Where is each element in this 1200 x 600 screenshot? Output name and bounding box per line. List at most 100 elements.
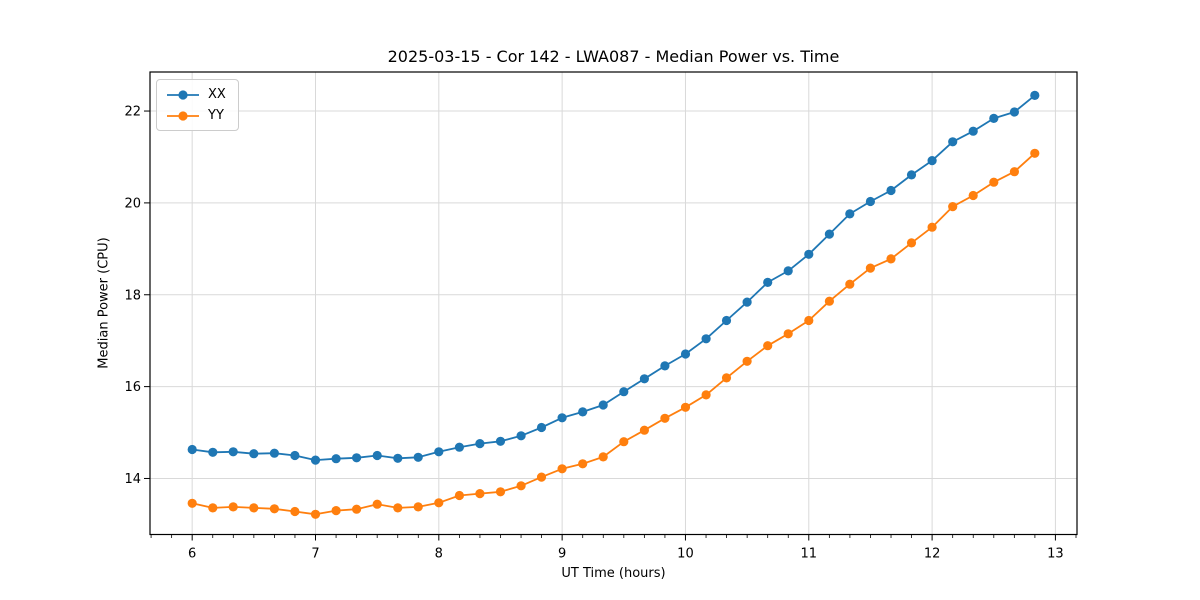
- data-point-yy: [968, 190, 978, 201]
- data-point-xx: [557, 413, 567, 423]
- data-point-yy: [310, 509, 321, 519]
- data-point-yy: [578, 459, 588, 469]
- data-point-xx: [1030, 90, 1040, 100]
- data-point-xx: [619, 387, 629, 397]
- series-line-xx: [192, 94, 1036, 462]
- data-point-xx: [249, 449, 259, 459]
- legend-item-yy: YY: [166, 108, 226, 123]
- y-axis-label: Median Power (CPU): [96, 237, 112, 369]
- data-point-yy: [352, 504, 362, 514]
- data-point-yy: [454, 490, 464, 501]
- data-point-xx: [701, 334, 711, 344]
- data-point-xx: [783, 266, 793, 276]
- x-axis-label: UT Time (hours): [561, 566, 666, 581]
- data-point-xx: [372, 450, 382, 461]
- data-point-xx: [721, 315, 732, 326]
- data-point-xx: [475, 439, 485, 449]
- data-point-xx: [290, 450, 300, 461]
- data-point-yy: [948, 202, 958, 212]
- data-point-xx: [516, 431, 526, 441]
- data-point-yy: [228, 502, 238, 512]
- data-point-yy: [619, 437, 629, 447]
- legend: XX YY: [156, 79, 239, 131]
- legend-marker-xx-icon: [167, 89, 199, 100]
- data-point-yy: [824, 296, 835, 306]
- legend-marker-yy-icon: [167, 110, 199, 121]
- data-point-xx: [187, 444, 197, 455]
- data-point-yy: [742, 356, 752, 366]
- data-point-xx: [228, 447, 238, 457]
- x-tick-label: 13: [1047, 547, 1064, 562]
- data-point-xx: [434, 447, 444, 457]
- data-point-xx: [331, 454, 341, 464]
- data-point-xx: [865, 196, 876, 207]
- x-tick-label: 8: [435, 547, 443, 562]
- data-point-yy: [434, 498, 444, 508]
- x-tick-label: 11: [801, 547, 818, 562]
- data-point-yy: [249, 503, 259, 513]
- data-point-yy: [886, 254, 896, 264]
- data-point-yy: [639, 425, 650, 435]
- data-point-yy: [495, 487, 506, 497]
- data-point-xx: [208, 447, 218, 457]
- data-point-yy: [927, 222, 937, 232]
- axes-spines: [149, 71, 1078, 536]
- data-point-xx: [660, 361, 670, 371]
- y-tick-label: 14: [124, 472, 141, 487]
- data-point-xx: [680, 349, 691, 359]
- chart-title: 2025-03-15 - Cor 142 - LWA087 - Median P…: [387, 47, 840, 66]
- data-point-xx: [1009, 107, 1020, 117]
- x-tick-label: 9: [558, 547, 566, 562]
- data-point-xx: [927, 156, 937, 166]
- data-point-yy: [475, 489, 485, 499]
- data-point-xx: [968, 126, 978, 136]
- y-tick-label: 20: [124, 196, 141, 211]
- data-point-yy: [413, 502, 423, 512]
- data-point-xx: [413, 452, 423, 462]
- axis-ticks: 6 7 8 9 10 11 12 13 14 16 18 20 22: [124, 105, 1077, 562]
- data-point-yy: [763, 341, 773, 351]
- data-point-xx: [269, 448, 279, 458]
- data-point-yy: [906, 238, 917, 248]
- data-point-xx: [639, 374, 650, 384]
- legend-label-yy: YY: [208, 108, 224, 123]
- data-point-xx: [536, 422, 547, 433]
- data-point-yy: [269, 504, 279, 514]
- x-tick-label: 7: [311, 547, 319, 562]
- data-point-yy: [187, 498, 197, 508]
- data-point-yy: [516, 481, 526, 491]
- data-point-yy: [208, 503, 218, 513]
- data-point-xx: [578, 407, 588, 417]
- data-point-yy: [660, 413, 670, 423]
- data-point-yy: [557, 464, 567, 474]
- data-point-yy: [1009, 167, 1020, 177]
- y-tick-label: 16: [124, 380, 141, 395]
- data-point-yy: [290, 506, 300, 517]
- plot-frame: [149, 71, 1078, 536]
- data-point-yy: [331, 506, 341, 516]
- x-tick-label: 10: [677, 547, 694, 562]
- data-point-xx: [310, 455, 321, 465]
- grid-lines: [150, 72, 1077, 535]
- data-point-xx: [598, 400, 608, 410]
- data-point-yy: [393, 503, 403, 513]
- data-point-xx: [742, 297, 752, 307]
- data-point-yy: [536, 472, 547, 482]
- data-point-xx: [393, 453, 403, 463]
- data-point-xx: [948, 137, 958, 147]
- data-point-yy: [1030, 148, 1040, 158]
- data-point-yy: [865, 263, 876, 273]
- data-point-xx: [763, 277, 773, 287]
- y-tick-label: 18: [124, 288, 141, 303]
- data-series: [187, 90, 1040, 519]
- data-point-xx: [495, 436, 506, 446]
- data-point-xx: [989, 113, 999, 123]
- data-point-yy: [783, 329, 793, 339]
- data-point-xx: [824, 229, 835, 239]
- data-point-xx: [845, 209, 855, 219]
- data-point-yy: [804, 315, 814, 326]
- data-point-xx: [804, 249, 814, 259]
- x-tick-label: 6: [188, 547, 196, 562]
- data-point-yy: [989, 177, 999, 187]
